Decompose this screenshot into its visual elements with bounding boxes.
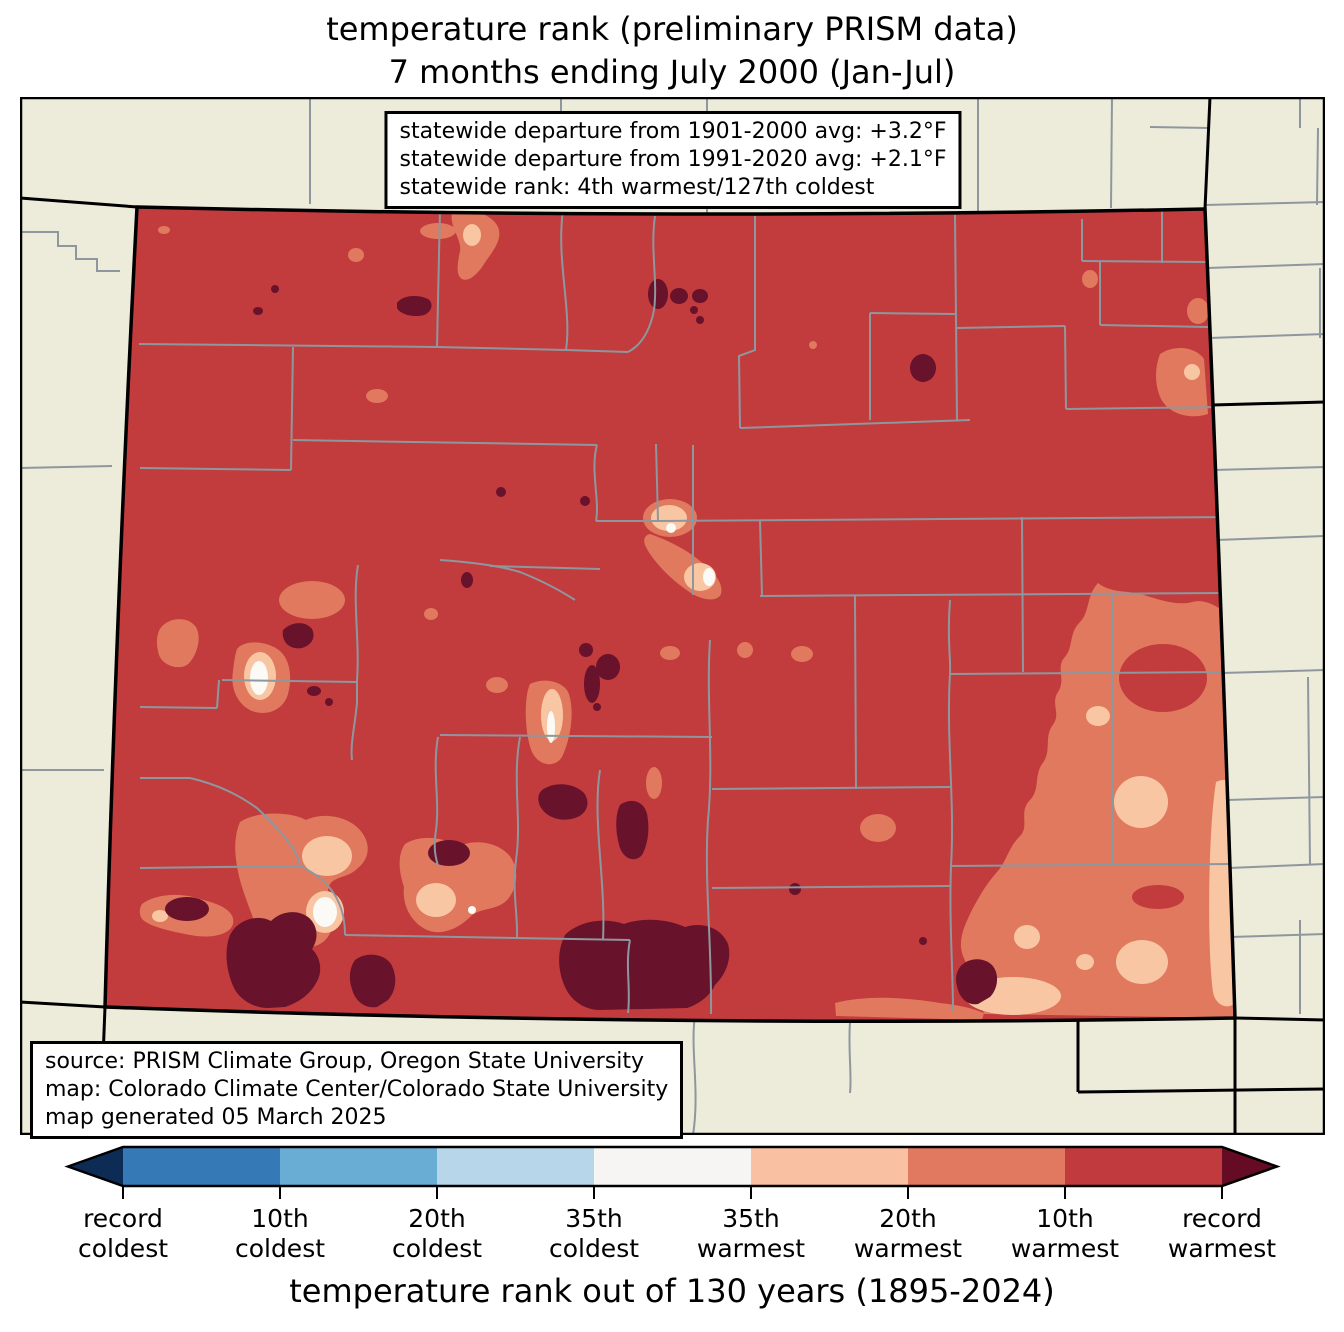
colorbar-arrow-record-coldest [68, 1147, 123, 1186]
colorbar-seg-10th-coldest [123, 1147, 280, 1186]
patches-35th-warmest [152, 224, 1234, 1015]
cb-label-10th-warmest: 10th warmest [1010, 1204, 1120, 1263]
colorbar-seg-20th-warmest [908, 1147, 1065, 1186]
cb-label-20th-coldest: 20th coldest [391, 1204, 483, 1263]
colorbar-seg-35th-warmest [751, 1147, 908, 1186]
statewide-stats-box: statewide departure from 1901-2000 avg: … [384, 111, 962, 209]
cb-label-record-coldest: record coldest [77, 1204, 169, 1263]
cb-label-record-warmest: record warmest [1167, 1204, 1277, 1263]
colorado-temperature-rank-map [20, 97, 1325, 1135]
colorbar-ticks [122, 1186, 1223, 1199]
outside-county-lines [20, 97, 1325, 1135]
credits-source: source: PRISM Climate Group, Oregon Stat… [45, 1049, 645, 1074]
map-title-line2: 7 months ending July 2000 (Jan-Jul) [388, 53, 956, 91]
stats-line-1901-2000: statewide departure from 1901-2000 avg: … [399, 119, 947, 144]
temperature-rank-colorbar [64, 1145, 1281, 1199]
stats-line-1991-2020: statewide departure from 1991-2020 avg: … [399, 147, 947, 172]
cb-label-35th-coldest: 35th coldest [548, 1204, 640, 1263]
colorbar-seg-35th-coldest [437, 1147, 594, 1186]
colorbar-seg-near-median [594, 1147, 751, 1186]
colorbar-seg-10th-warmest [1065, 1147, 1222, 1186]
cb-label-20th-warmest: 20th warmest [853, 1204, 963, 1263]
colorado-county-lines [138, 208, 1234, 1015]
map-title: temperature rank (preliminary PRISM data… [0, 8, 1344, 94]
colorbar-arrow-record-warmest [1222, 1147, 1277, 1186]
colorbar-seg-20th-coldest [280, 1147, 437, 1186]
stats-line-rank: statewide rank: 4th warmest/127th coldes… [399, 175, 875, 200]
credits-map: map: Colorado Climate Center/Colorado St… [45, 1077, 669, 1102]
patches-record-warmest [165, 279, 998, 1010]
patches-near-median [250, 523, 715, 927]
map-title-line1: temperature rank (preliminary PRISM data… [326, 10, 1018, 48]
credits-box: source: PRISM Climate Group, Oregon Stat… [30, 1041, 684, 1139]
cb-label-35th-warmest: 35th warmest [696, 1204, 806, 1263]
credits-generated: map generated 05 March 2025 [45, 1105, 387, 1130]
cb-label-10th-coldest: 10th coldest [234, 1204, 326, 1263]
colorbar-axis-label: temperature rank out of 130 years (1895-… [289, 1272, 1055, 1310]
